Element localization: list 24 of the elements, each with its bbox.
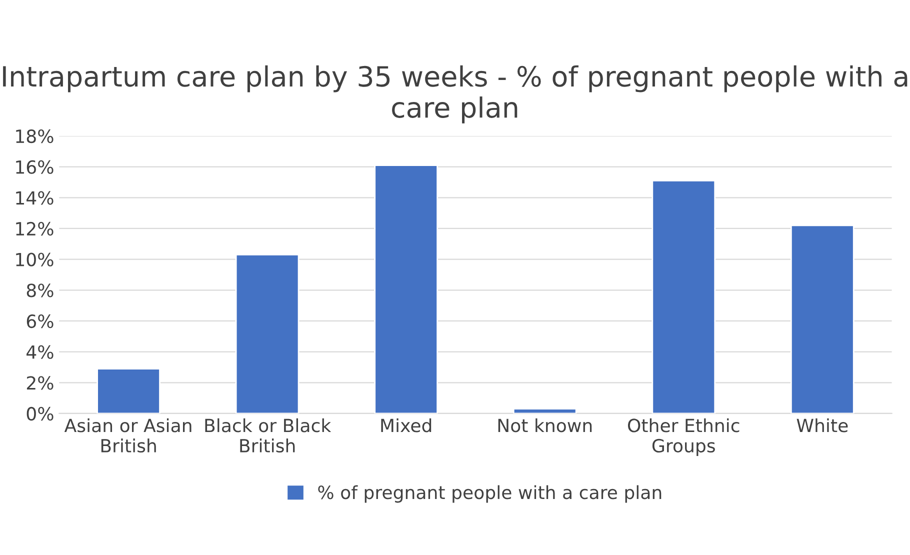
- y-tick-label: 14%: [16, 191, 54, 205]
- x-tick-label: Asian or Asian British: [64, 418, 192, 453]
- y-tick-label: 18%: [16, 129, 54, 144]
- bar: [652, 180, 716, 414]
- legend-label: % of pregnant people with a care plan: [318, 485, 662, 503]
- y-tick-label: 2%: [26, 376, 54, 390]
- x-tick-label: Other Ethnic Groups: [628, 418, 740, 456]
- y-tick-label: 10%: [16, 252, 54, 266]
- y-tick-label: 4%: [26, 345, 54, 359]
- y-tick-label: 16%: [16, 160, 54, 174]
- x-tick-label: Black or Black British: [205, 418, 332, 453]
- y-tick-label: 12%: [16, 222, 54, 236]
- x-tick-label: Not known: [498, 418, 592, 432]
- bar: [96, 368, 160, 414]
- bar: [235, 254, 300, 414]
- bar: [512, 408, 577, 414]
- y-tick-label: 6%: [26, 314, 54, 328]
- x-tick-label: White: [796, 418, 848, 432]
- y-tick-label: 8%: [26, 284, 54, 298]
- bar: [790, 224, 854, 414]
- chart-title: Intrapartum care plan by 35 weeks - % of pregnant people with a care plan: [3, 65, 908, 124]
- x-tick-label: Mixed: [381, 418, 432, 432]
- y-tick-label: 0%: [26, 406, 54, 421]
- bar: [374, 164, 438, 414]
